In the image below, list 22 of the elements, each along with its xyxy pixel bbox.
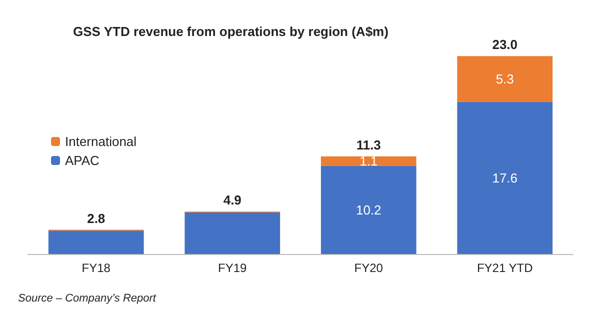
- chart-title: GSS YTD revenue from operations by region (A$m): [73, 24, 388, 39]
- total-label: 4.9: [223, 192, 242, 208]
- data-label: 1.1: [360, 154, 378, 169]
- legend-label: APAC: [65, 153, 100, 168]
- bar: [48, 230, 144, 254]
- bar: [457, 56, 553, 102]
- data-label: 17.6: [492, 170, 518, 186]
- data-label: 10.2: [356, 202, 382, 218]
- total-label: 2.8: [87, 210, 106, 226]
- x-tick-label: FY18: [82, 261, 111, 275]
- bar: [184, 212, 280, 254]
- bar: [320, 166, 416, 254]
- x-tick-label: FY20: [354, 261, 384, 275]
- legend-label: International: [65, 134, 137, 149]
- total-label: 11.3: [356, 137, 381, 152]
- bar: [320, 156, 416, 166]
- source-note: Source – Company’s Report: [18, 292, 157, 304]
- total-label: 23.0: [492, 37, 518, 52]
- data-label: 5.3: [496, 72, 514, 87]
- bar: [457, 102, 553, 254]
- x-tick-label: FY19: [218, 261, 248, 275]
- x-tick-label: FY21 YTD: [476, 261, 534, 275]
